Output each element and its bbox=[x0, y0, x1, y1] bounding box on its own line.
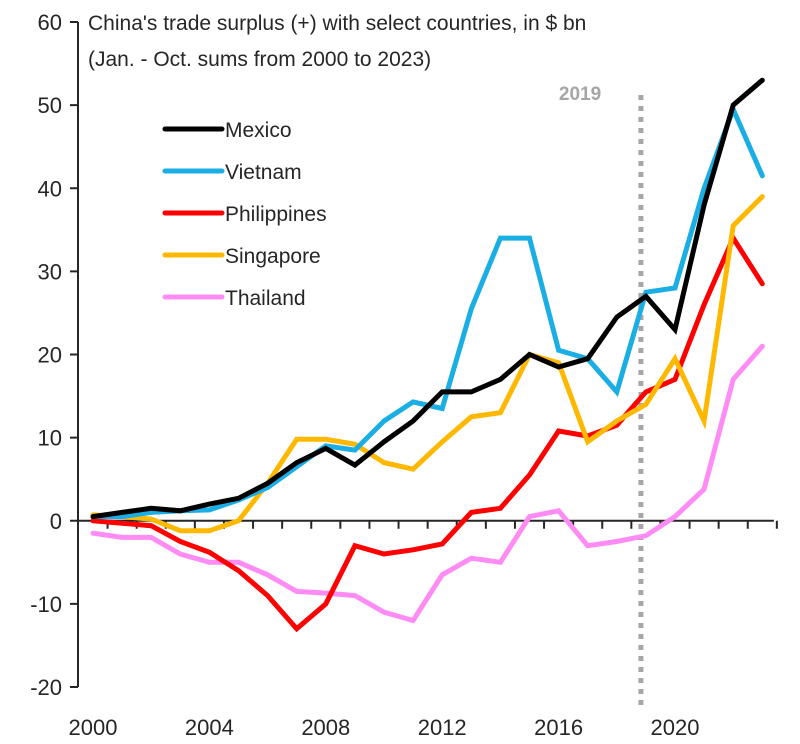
x-tick-label: 2016 bbox=[534, 715, 583, 740]
x-tick-label: 2012 bbox=[418, 715, 467, 740]
chart-subtitle: (Jan. - Oct. sums from 2000 to 2023) bbox=[88, 48, 431, 71]
y-tick-label: -10 bbox=[30, 592, 62, 617]
y-tick-label: 0 bbox=[50, 509, 62, 534]
legend-label-singapore: Singapore bbox=[225, 245, 321, 268]
legend-label-mexico: Mexico bbox=[225, 119, 292, 142]
series-line-philippines bbox=[90, 232, 765, 633]
y-tick-label: 50 bbox=[38, 93, 62, 118]
y-tick-label: 10 bbox=[38, 426, 62, 451]
x-tick-label: 2004 bbox=[185, 715, 234, 740]
x-tick-label: 2008 bbox=[301, 715, 350, 740]
x-tick-label: 2000 bbox=[69, 715, 118, 740]
y-tick-label: 30 bbox=[38, 259, 62, 284]
legend-label-vietnam: Vietnam bbox=[225, 161, 302, 184]
legend-label-philippines: Philippines bbox=[225, 203, 327, 226]
chart-title: China's trade surplus (+) with select co… bbox=[88, 12, 586, 35]
y-tick-label: 40 bbox=[38, 176, 62, 201]
y-tick-label: 60 bbox=[38, 10, 62, 35]
series-line-thailand bbox=[90, 343, 765, 624]
series-line-singapore bbox=[90, 194, 765, 534]
y-tick-label: 20 bbox=[38, 343, 62, 368]
annotation-label: 2019 bbox=[559, 84, 601, 105]
series-line-mexico bbox=[90, 77, 765, 520]
y-tick-label: -20 bbox=[30, 675, 62, 700]
legend-label-thailand: Thailand bbox=[225, 287, 306, 310]
x-tick-label: 2020 bbox=[651, 715, 700, 740]
